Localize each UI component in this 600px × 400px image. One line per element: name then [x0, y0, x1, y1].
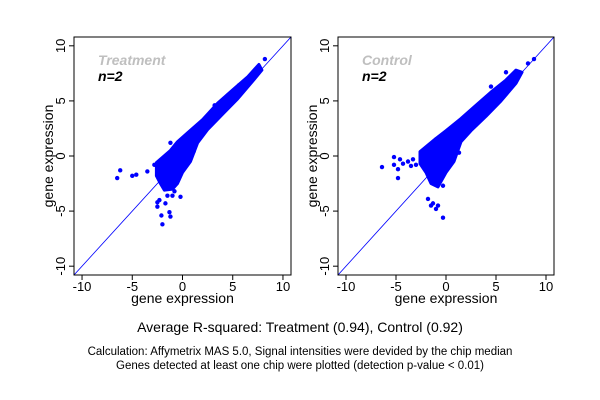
data-point: [160, 222, 165, 227]
y-tick-label: 0: [53, 152, 68, 159]
data-point: [471, 116, 477, 121]
data-point: [425, 196, 431, 202]
data-point: [413, 162, 419, 168]
data-point: [212, 103, 217, 108]
data-point: [118, 168, 123, 173]
caption-line-2: Genes detected at least one chip were pl…: [116, 360, 484, 372]
data-point: [155, 204, 160, 209]
plot-panel-treatment: -10 -5 0 5 10 -10 -5 0 5 10 gene expression gene ex…: [40, 36, 292, 306]
data-point: [391, 162, 397, 168]
data-point: [130, 173, 135, 179]
y-tick-label: 0: [317, 152, 332, 159]
data-point: [114, 175, 120, 181]
data-point: [165, 193, 170, 198]
data-point: [168, 140, 173, 145]
x-tick-label: -10: [73, 279, 92, 294]
y-tick-label: -10: [53, 257, 68, 276]
caption-line-1: Calculation: Affymetrix MAS 5.0, Signal …: [87, 346, 513, 358]
data-point: [167, 209, 172, 215]
sample-count-label: n=2: [98, 68, 123, 84]
data-point: [397, 157, 403, 162]
x-tick-label: 0: [442, 279, 449, 294]
y-tick-label: -10: [317, 257, 332, 276]
x-tick-label: 10: [539, 279, 553, 294]
x-axis-label: gene expression: [131, 290, 234, 306]
data-point: [405, 159, 411, 164]
x-tick-label: -5: [126, 279, 138, 294]
chart-subtitle: Average R-squared: Treatment (0.94), Con…: [137, 319, 463, 335]
data-point: [433, 137, 439, 142]
data-point: [395, 175, 401, 181]
data-point: [236, 83, 241, 88]
x-tick-label: -5: [390, 279, 402, 294]
x-tick-label: 10: [276, 279, 290, 294]
y-axis-label: gene expression: [304, 105, 320, 208]
y-tick-label: -5: [53, 205, 68, 217]
data-point: [152, 162, 157, 168]
dense-point-cloud: [154, 63, 264, 192]
data-point: [157, 197, 162, 203]
panel-label: Treatment: [98, 52, 167, 68]
data-point: [200, 130, 205, 136]
x-tick-label: 0: [179, 279, 186, 294]
data-point: [159, 213, 164, 218]
data-point: [262, 56, 268, 62]
dense-point-cloud: [418, 68, 524, 189]
data-point: [163, 201, 168, 206]
data-point: [440, 215, 446, 220]
y-tick-label: 10: [317, 39, 332, 53]
data-point: [400, 161, 406, 166]
data-point: [525, 61, 531, 66]
data-point: [134, 172, 139, 177]
panel-label: Control: [362, 52, 413, 68]
data-point: [433, 206, 439, 212]
data-point: [435, 203, 441, 208]
data-point: [191, 149, 196, 154]
data-point: [488, 84, 494, 89]
data-point: [503, 70, 509, 75]
y-axis-label: gene expression: [40, 105, 56, 208]
data-point: [178, 194, 183, 199]
data-point: [379, 164, 385, 170]
data-point: [170, 193, 175, 198]
data-point: [395, 167, 401, 172]
x-axis-label: gene expression: [395, 290, 498, 306]
data-point: [430, 201, 436, 206]
data-point: [531, 56, 537, 62]
data-point: [168, 214, 173, 219]
data-point: [172, 189, 177, 194]
data-point: [408, 163, 414, 169]
y-tick-label: 5: [317, 97, 332, 104]
y-tick-label: 10: [53, 39, 68, 53]
data-point: [391, 154, 397, 160]
data-point: [145, 169, 150, 174]
y-tick-label: 5: [53, 97, 68, 104]
y-tick-label: -5: [317, 205, 332, 217]
x-tick-label: 5: [492, 279, 499, 294]
x-tick-label: -10: [337, 279, 356, 294]
data-point: [225, 93, 230, 98]
data-point: [410, 157, 416, 162]
plot-panel-control: -10 -5 0 5 10 -10 -5 0 5 10 gene expression gene ex…: [304, 36, 555, 306]
data-point: [440, 183, 446, 188]
sample-count-label: n=2: [362, 68, 387, 84]
data-point: [456, 150, 462, 155]
x-tick-label: 5: [229, 279, 236, 294]
